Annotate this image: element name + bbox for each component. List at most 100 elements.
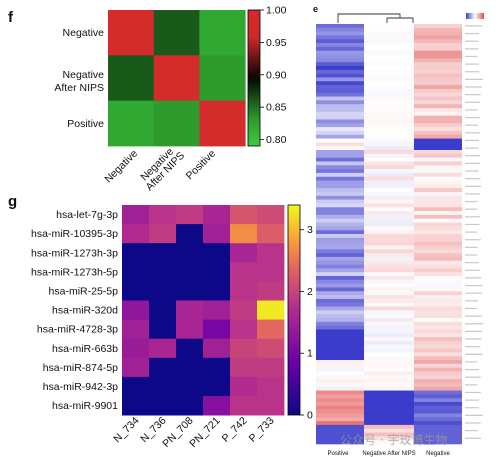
e-cell-101-2 [414, 409, 462, 414]
e-cell-29-0 [316, 134, 364, 139]
f-cell-0-1 [153, 10, 200, 56]
g-cell-8-4 [230, 357, 258, 378]
e-cell-102-0 [316, 413, 364, 418]
e-cell-54-1 [364, 230, 414, 235]
g-cell-0-1 [149, 205, 177, 225]
g-cell-2-4 [230, 243, 258, 263]
e-cell-37-0 [316, 165, 364, 170]
e-cell-51-1 [364, 218, 414, 223]
e-cell-23-0 [316, 111, 364, 116]
e-cell-5-0 [316, 43, 364, 48]
e-cell-62-1 [364, 260, 414, 265]
e-cell-97-2 [414, 394, 462, 399]
e-cell-108-1 [364, 436, 414, 441]
f-row-label-after-nips-line2: After NIPS [54, 82, 104, 94]
e-cell-61-0 [316, 256, 364, 262]
e-cell-101-0 [316, 409, 364, 414]
g-cell-5-0 [122, 300, 150, 320]
g-colorbar [287, 204, 301, 416]
g-cell-2-0 [122, 243, 150, 263]
e-cell-69-2 [414, 287, 462, 292]
e-cell-83-2 [414, 340, 462, 346]
f-cell-2-1 [153, 100, 200, 147]
g-row-label: hsa-miR-25-5p [49, 285, 119, 297]
e-cell-15-2 [414, 81, 462, 86]
e-cell-14-1 [364, 77, 414, 82]
e-cell-76-0 [316, 314, 364, 319]
e-cell-19-2 [414, 96, 462, 101]
g-cell-3-3 [203, 262, 231, 282]
g-cell-7-3 [203, 338, 231, 359]
e-cell-46-0 [316, 199, 364, 204]
e-cell-19-0 [316, 96, 364, 101]
e-cell-63-0 [316, 264, 364, 269]
e-cell-25-1 [364, 119, 414, 124]
e-cell-98-2 [414, 398, 462, 403]
e-cell-56-0 [316, 237, 364, 242]
e-cell-58-2 [414, 245, 462, 250]
e-cell-27-0 [316, 127, 364, 132]
e-cell-73-0 [316, 302, 364, 307]
e-cell-48-1 [364, 207, 414, 212]
panel-f: f Negative Negative After NIPS Positive … [8, 5, 287, 194]
g-cell-1-0 [122, 224, 150, 244]
e-cell-99-0 [316, 402, 364, 407]
e-cell-14-0 [316, 77, 364, 82]
e-cell-31-1 [364, 142, 414, 147]
e-cell-94-0 [316, 382, 364, 388]
g-cell-9-4 [230, 376, 258, 397]
e-cell-53-0 [316, 226, 364, 231]
e-cell-92-2 [414, 375, 462, 380]
g-cell-3-1 [149, 262, 177, 282]
e-cell-4-1 [364, 39, 414, 44]
e-cell-20-0 [316, 100, 364, 105]
f-row-label-negative-line1: Negative [63, 69, 105, 81]
g-col-label: P_733 [247, 415, 277, 445]
g-cb-tick-label: 2 [307, 286, 313, 298]
e-cell-69-1 [364, 287, 414, 292]
e-cell-67-2 [414, 279, 462, 284]
e-cell-35-2 [414, 157, 462, 162]
e-cell-49-0 [316, 211, 364, 216]
e-cell-63-2 [414, 264, 462, 269]
e-cell-103-2 [414, 417, 462, 422]
e-cell-107-2 [414, 432, 462, 437]
f-cb-tick-label: 0.80 [266, 134, 287, 146]
e-cell-77-1 [364, 318, 414, 323]
e-cell-71-2 [414, 295, 462, 300]
e-cell-26-1 [364, 123, 414, 128]
f-cell-2-2 [199, 100, 246, 147]
e-cell-75-2 [414, 310, 462, 315]
g-cell-3-0 [122, 262, 150, 282]
e-cell-80-2 [414, 329, 462, 334]
e-cell-104-0 [316, 421, 364, 426]
panel-g: g hsa-let-7g-3p hsa-miR-10395-3p hsa-miR-1… [8, 193, 313, 450]
g-cell-7-2 [176, 338, 204, 359]
e-cell-78-1 [364, 321, 414, 326]
e-cell-2-0 [316, 31, 364, 36]
e-cell-32-0 [316, 146, 364, 151]
e-cell-91-2 [414, 371, 462, 376]
e-cell-16-2 [414, 85, 462, 90]
e-cell-65-1 [364, 272, 414, 277]
f-cb-tick-label: 0.95 [266, 37, 287, 49]
e-cell-100-2 [414, 405, 462, 410]
e-cell-88-2 [414, 360, 462, 365]
e-cell-28-2 [414, 130, 462, 136]
e-cell-4-2 [414, 39, 462, 44]
e-cell-63-1 [364, 264, 414, 269]
e-cell-8-2 [414, 54, 462, 59]
e-cell-67-1 [364, 279, 414, 284]
g-row-label: hsa-miR-942-3p [43, 381, 118, 393]
e-col-label-positive: Positive [327, 451, 349, 457]
g-colorbar-ticks: 3 2 1 0 [300, 224, 313, 422]
e-cell-75-1 [364, 310, 414, 315]
e-cell-45-0 [316, 195, 364, 200]
e-cell-66-0 [316, 276, 364, 281]
e-cell-79-1 [364, 325, 414, 330]
e-cell-74-0 [316, 306, 364, 311]
e-cell-92-1 [364, 375, 414, 380]
e-cell-50-1 [364, 214, 414, 220]
e-cell-37-1 [364, 165, 414, 170]
